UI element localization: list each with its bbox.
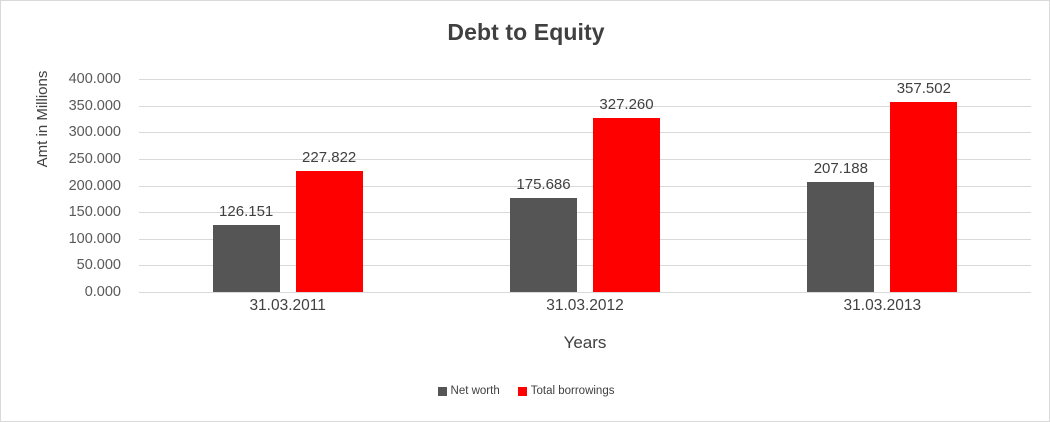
y-axis-tick-label: 250.000 <box>68 150 121 167</box>
y-axis-tick-label: 100.000 <box>68 230 121 247</box>
bar-net-worth[interactable] <box>807 181 875 292</box>
bar-value-label: 126.151 <box>219 202 274 220</box>
legend-label: Total borrowings <box>530 385 615 397</box>
gridline <box>139 132 1031 134</box>
x-axis-category-label: 31.03.2011 <box>249 297 326 314</box>
bar-value-label: 207.188 <box>813 159 868 177</box>
bar-total-borrowings[interactable] <box>593 117 660 292</box>
gridline <box>139 158 1031 160</box>
bar-total-borrowings[interactable] <box>890 101 958 292</box>
y-axis-tick-label: 200.000 <box>68 177 121 194</box>
y-axis-tick-label: 300.000 <box>68 124 121 141</box>
gridline <box>139 238 1031 240</box>
gridline <box>139 265 1031 267</box>
legend-swatch-icon <box>517 387 527 397</box>
plot-area: 126.151 227.822 175.686 327.260 207.188 357.5… <box>139 79 1031 293</box>
y-axis-tick-labels: 400.000 350.000 300.000 250.000 200.000 150.0… <box>1 71 131 300</box>
chart-title: Debt to Equity <box>447 19 605 45</box>
gridline <box>139 212 1031 214</box>
bar-value-label: 357.502 <box>896 79 951 97</box>
bar-value-label: 227.822 <box>302 148 357 166</box>
legend-item-net-worth[interactable]: Net worth <box>437 385 500 398</box>
bar-net-worth[interactable] <box>212 224 280 292</box>
bar-net-worth[interactable] <box>510 198 577 292</box>
gridline <box>139 105 1031 107</box>
gridline <box>139 79 1031 80</box>
y-axis-tick-label: 350.000 <box>68 97 121 114</box>
x-axis-category-labels: 31.03.2011 31.03.2012 31.03.2013 <box>139 297 1031 323</box>
y-axis-tick-label: 400.000 <box>68 71 121 87</box>
gridline <box>139 292 1031 293</box>
bar-total-borrowings[interactable] <box>295 170 363 292</box>
bar-value-label: 175.686 <box>516 176 571 194</box>
legend-swatch-icon <box>437 387 447 397</box>
legend-label: Net worth <box>450 385 500 397</box>
x-axis-category-label: 31.03.2013 <box>843 297 922 314</box>
gridline <box>139 185 1031 187</box>
y-axis-tick-label: 150.000 <box>68 204 121 221</box>
x-axis-title: Years <box>563 333 607 352</box>
chart-legend: Net worth Total borrowings <box>1 385 1049 398</box>
y-axis-tick-label: 0.000 <box>84 284 121 300</box>
y-axis-tick-label: 50.000 <box>76 257 121 274</box>
legend-item-total-borrowings[interactable]: Total borrowings <box>517 385 615 398</box>
x-axis-category-label: 31.03.2012 <box>546 297 624 314</box>
bar-value-label: 327.260 <box>599 95 654 113</box>
